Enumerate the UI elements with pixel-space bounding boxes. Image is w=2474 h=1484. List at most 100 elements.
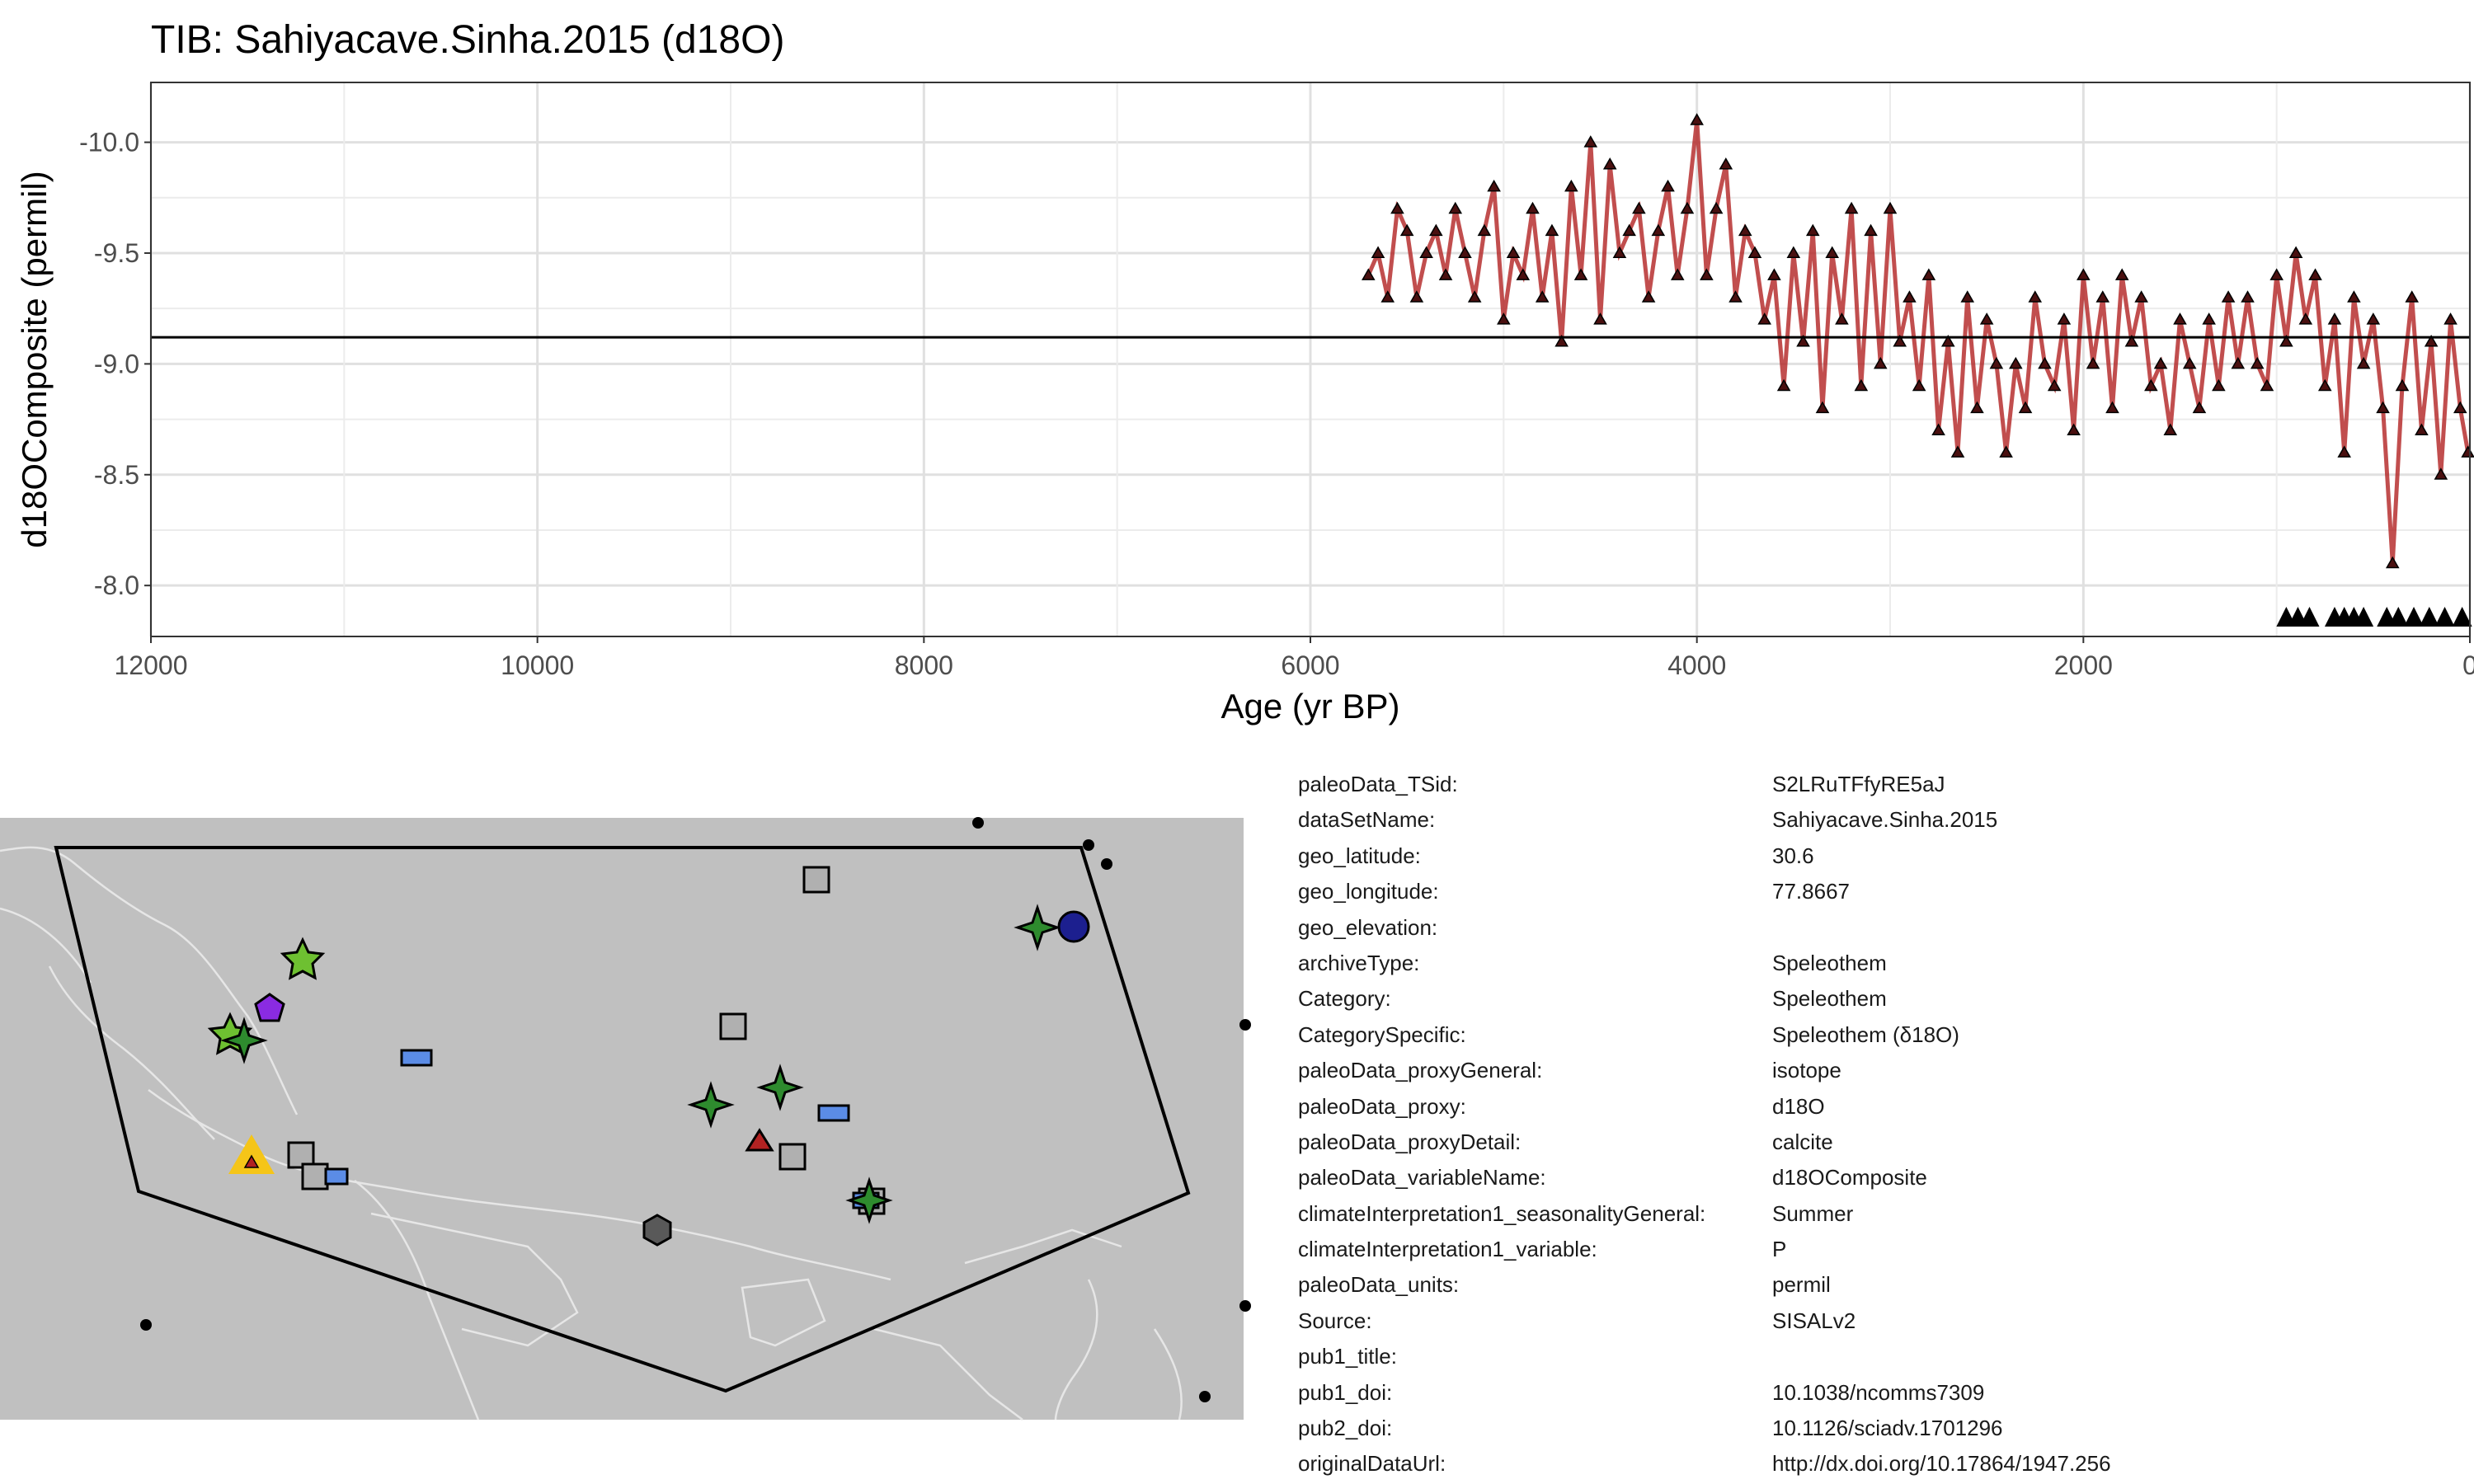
data-point [2298,312,2313,325]
data-point [2347,290,2361,303]
site-dot [1239,1019,1251,1031]
metadata-row: pub2_doi: 10.1126/sciadv.1701296 [1298,1411,2453,1446]
data-point [2376,401,2390,414]
data-point [1564,179,1578,192]
metadata-value [1772,910,2453,946]
site-markers [207,866,1090,1247]
x-tick-label: 8000 [895,650,953,680]
metadata-row: CategorySpecific: Speleothem (δ18O) [1298,1017,2453,1053]
data-point [1893,334,1907,347]
data-point [2009,356,2023,369]
metadata-key: pub1_title: [1298,1344,1397,1369]
data-point [2443,312,2458,325]
data-point [1362,268,1376,280]
metadata-key: pub1_doi: [1298,1379,1393,1405]
data-point [1399,223,1414,237]
x-axis-title: Age (yr BP) [1221,687,1399,726]
data-point [1709,201,1724,214]
data-point [2337,445,2351,458]
metadata-value: http://dx.doi.org/10.17864/1947.256 [1772,1451,2111,1477]
site-circle [1057,910,1090,943]
metadata-value: Sahiyacave.Sinha.2015 [1772,807,1998,833]
data-point [1419,246,1433,258]
data-point [2134,290,2148,303]
metadata-row: originalDataUrl: http://dx.doi.org/10.178… [1298,1446,2453,1482]
metadata-value: Summer [1772,1200,1854,1226]
x-tick-label: 2000 [2054,650,2113,680]
data-point [2028,290,2043,303]
metadata-key: dataSetName: [1298,807,1436,833]
metadata-value: calcite [1772,1129,1833,1154]
metadata-key: climateInterpretation1_seasonalityGenera… [1298,1200,1706,1226]
data-point [2114,268,2129,280]
data-point [1950,445,1965,458]
metadata-row: paleoData_units: permil [1298,1267,2453,1303]
series-lines [1366,120,2471,564]
data-point [1380,290,1395,303]
data-point [2250,356,2265,369]
data-point [1612,246,1627,258]
data-point [1506,246,1521,258]
data-point [1941,334,1955,347]
site-four-point-star [220,1017,268,1064]
data-point [1690,113,1704,125]
country-borders [0,846,1183,1421]
site-dot [1199,1391,1211,1402]
metadata-row: pub1_title: [1298,1339,2453,1374]
data-point [1776,378,1791,392]
data-point [1477,223,1492,237]
metadata-value [1772,1339,2453,1374]
data-point [2434,467,2448,480]
data-point [1409,290,1424,303]
site-triangle-selected [228,1134,275,1174]
metadata-row: Source: SISALv2 [1298,1303,2453,1339]
data-point [1641,290,1656,303]
y-tick-label: -8.0 [94,571,139,600]
series-line [1366,120,2471,564]
data-point [1912,378,1926,392]
data-point [2144,378,2158,392]
data-point [1738,223,1752,237]
chron-control-mark [2354,607,2374,627]
metadata-key: CategorySpecific: [1298,1021,1466,1047]
data-point [1632,201,1646,214]
data-point [1593,312,1607,325]
timeseries-chart: TIB: Sahiyacave.Sinha.2015 (d18O) -10.0-… [15,18,2474,726]
chron-control-marks [2276,607,2472,627]
metadata-row: climateInterpretation1_variable: P [1298,1232,2453,1267]
data-point [2269,268,2284,280]
data-point [1921,268,1936,280]
metadata-key: paleoData_variableName: [1298,1165,1546,1190]
data-point [1903,290,1917,303]
data-point [2317,378,2332,392]
x-tick-label: 6000 [1281,650,1339,680]
data-point [1825,246,1839,258]
data-point [1979,312,1994,325]
site-four-point-star [687,1081,735,1129]
site-dot [1239,1300,1251,1312]
data-point [1815,401,1830,414]
data-point [1767,268,1781,280]
site-dot [1083,839,1094,851]
metadata-key: originalDataUrl: [1298,1451,1446,1477]
y-tick-label: -10.0 [79,128,139,157]
site-triangle-selected-inner [243,1154,260,1168]
metadata-key: geo_latitude: [1298,843,1421,868]
data-point [2067,423,2081,436]
data-point [1554,334,1569,347]
data-point [2260,378,2274,392]
metadata-key: paleoData_TSid: [1298,772,1458,796]
data-point [1844,201,1859,214]
data-point [1854,378,1869,392]
data-point [1864,223,1878,237]
data-point [2241,290,2255,303]
data-point [2182,356,2197,369]
data-point [1390,201,1404,214]
data-point [2424,334,2439,347]
chron-control-mark [2452,607,2472,627]
data-point [1796,334,1810,347]
metadata-key: archiveType: [1298,950,1420,975]
data-point [1719,157,1733,170]
x-tick-label: 12000 [115,650,188,680]
data-point [1602,157,1617,170]
